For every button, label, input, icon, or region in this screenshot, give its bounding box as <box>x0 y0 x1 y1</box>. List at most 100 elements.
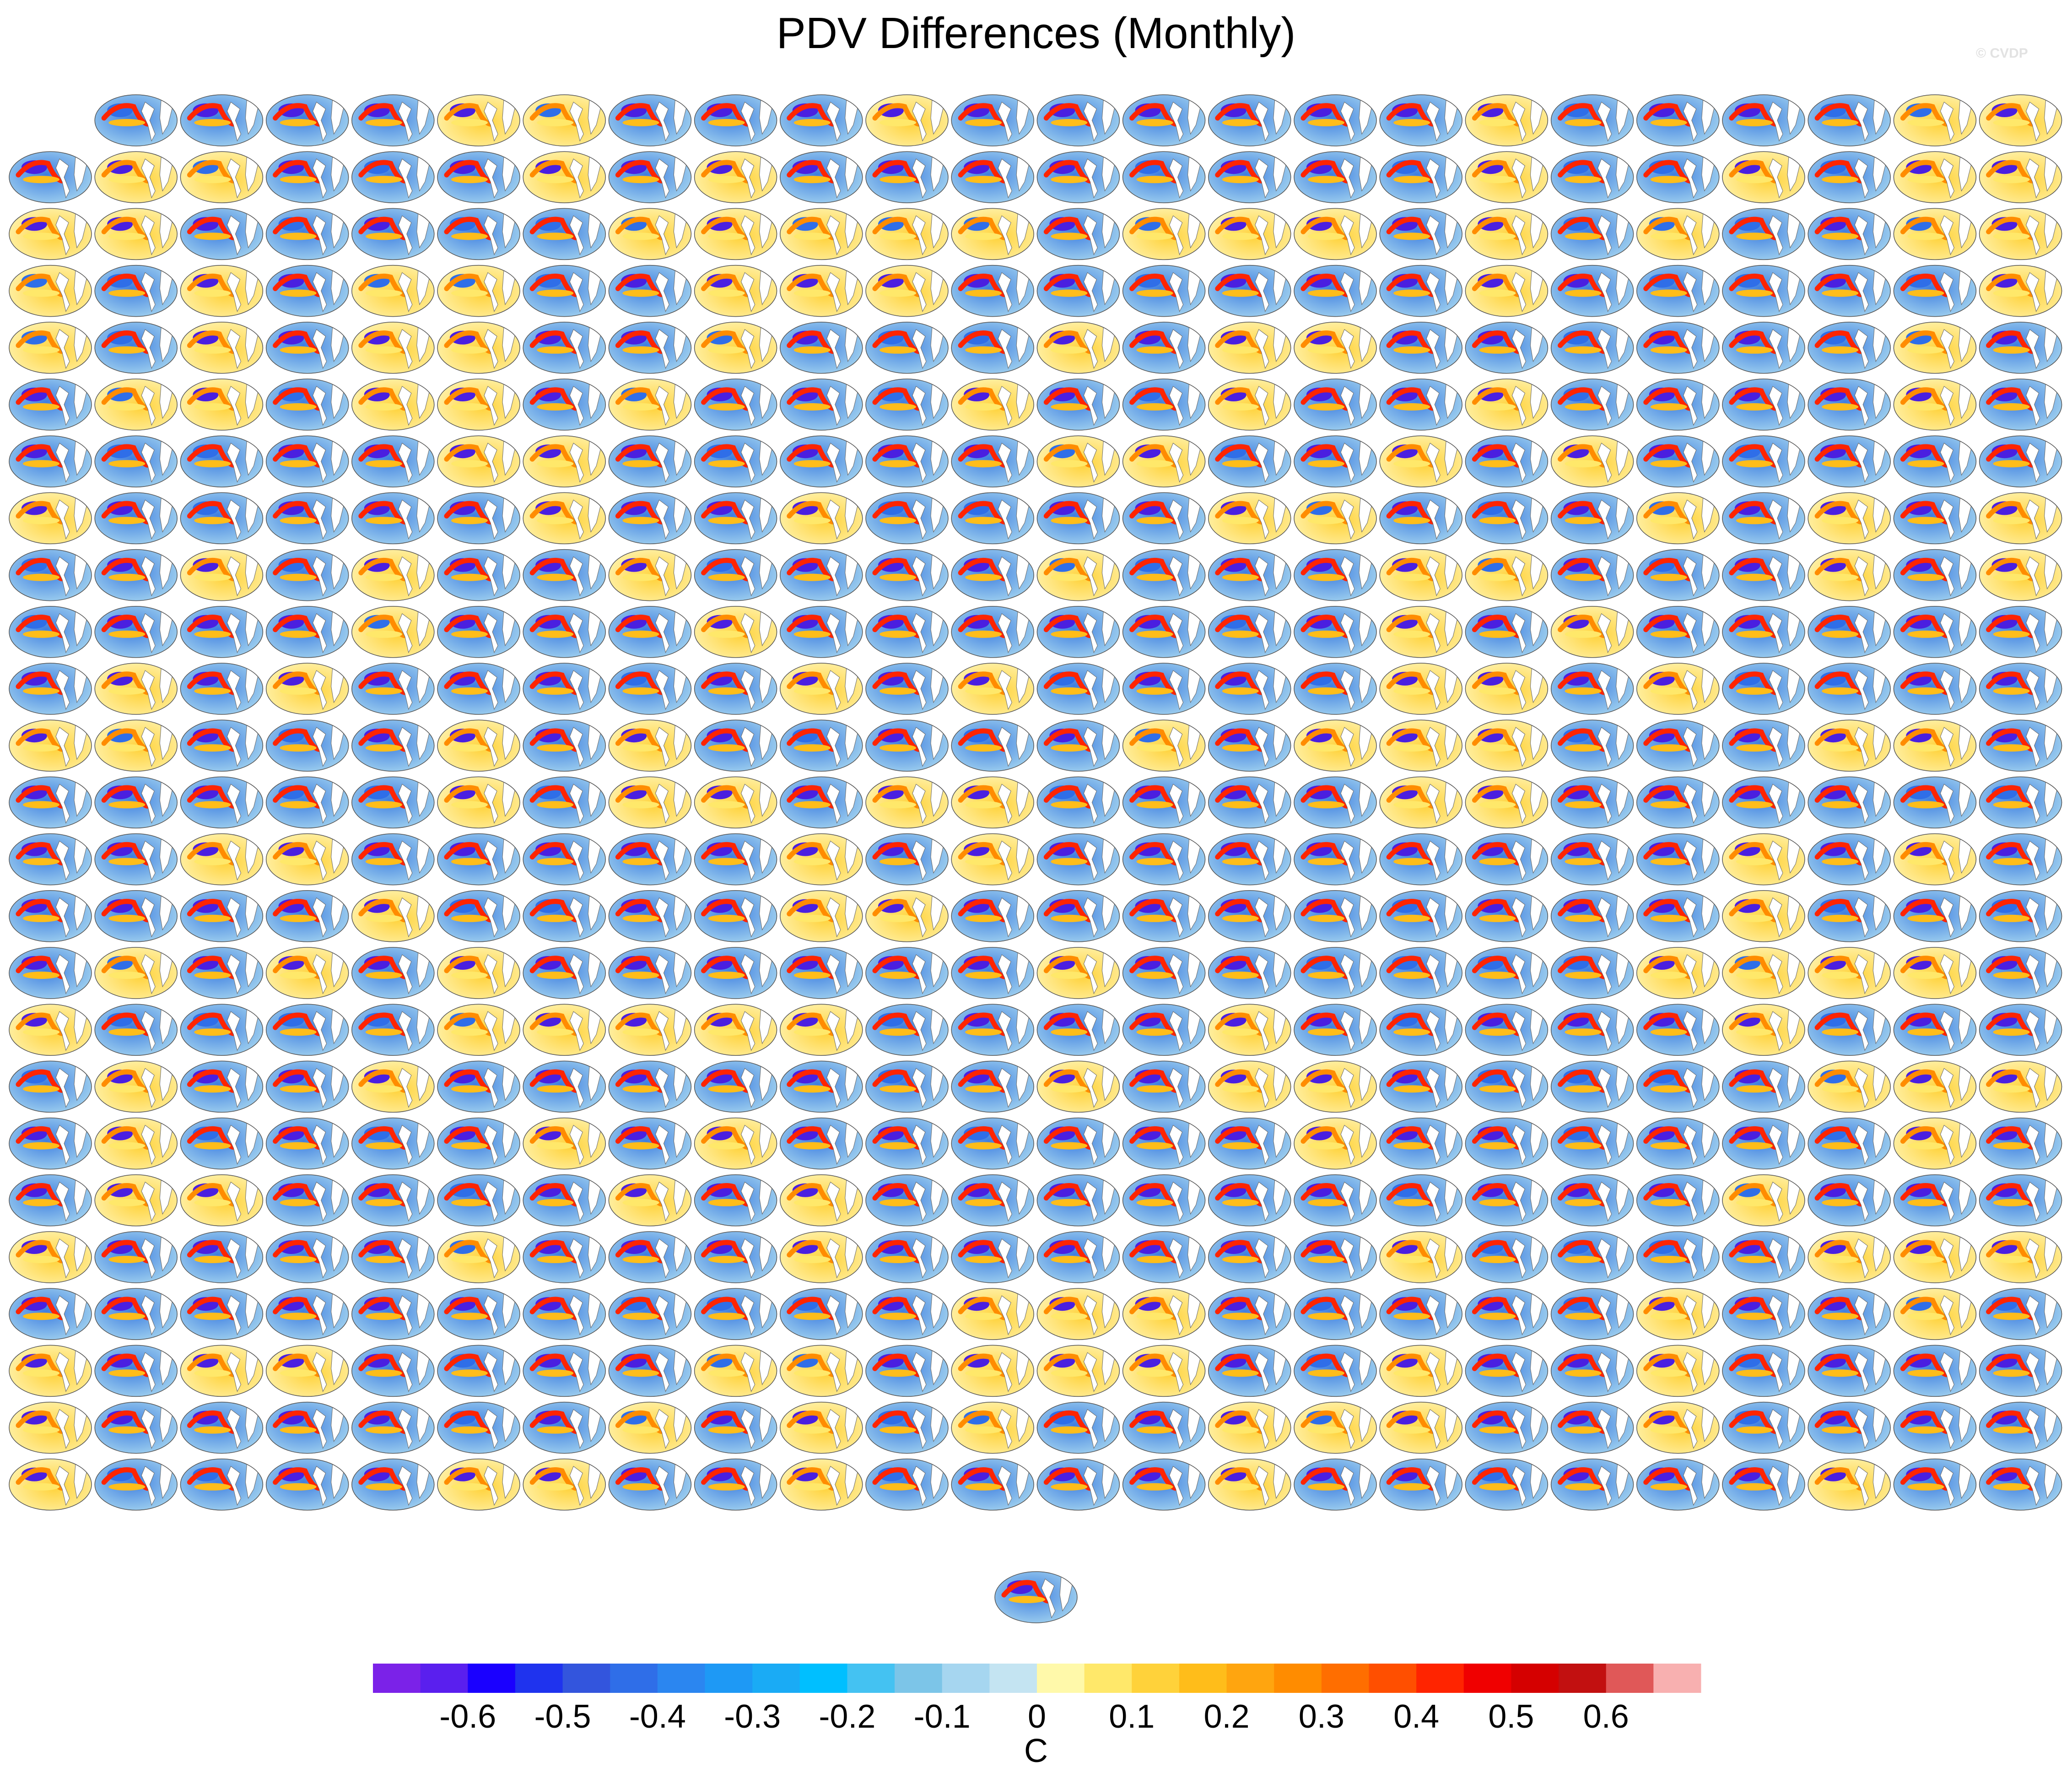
colorbar-tick-label: 0.5 <box>1488 1698 1534 1735</box>
map-panel <box>1379 322 1462 374</box>
map-panel <box>608 265 692 317</box>
map-panel <box>180 265 264 317</box>
map-panel <box>1893 265 1977 317</box>
colorbar-tick-label: 0.4 <box>1393 1698 1439 1735</box>
map-panel <box>1979 265 2062 317</box>
map-panel <box>437 378 520 431</box>
map-panel <box>951 94 1034 146</box>
colorbar-swatch <box>1179 1664 1227 1693</box>
map-panel <box>608 378 692 431</box>
colorbar-tick-label: -0.4 <box>629 1698 686 1735</box>
map-panel <box>1208 322 1291 374</box>
map-panel <box>1379 378 1462 431</box>
colorbar-tick-label: 0.6 <box>1583 1698 1629 1735</box>
map-panel <box>1122 265 1206 317</box>
map-panel <box>265 94 349 146</box>
map-panel <box>437 322 520 374</box>
colorbar-tick-label: 0.2 <box>1204 1698 1250 1735</box>
colorbar-swatch <box>1132 1664 1180 1693</box>
colorbar-swatch <box>752 1664 800 1693</box>
map-panel <box>865 265 949 317</box>
map-panel <box>608 151 692 203</box>
map-panel <box>608 322 692 374</box>
map-panel <box>1722 151 1805 203</box>
map-panel <box>180 322 264 374</box>
map-panel <box>9 208 92 260</box>
colorbar-swatch <box>1463 1664 1511 1693</box>
map-panel <box>951 322 1034 374</box>
map-panel <box>1294 208 1377 260</box>
map-panel <box>1122 378 1206 431</box>
colorbar-tick-label: 0.1 <box>1109 1698 1155 1735</box>
map-panel <box>1893 94 1977 146</box>
map-panel <box>265 265 349 317</box>
map-panel <box>523 322 606 374</box>
map-panel <box>9 322 92 374</box>
colorbar-tick-label: 0 <box>1028 1698 1046 1735</box>
map-panel <box>865 208 949 260</box>
map-panel <box>1636 208 1720 260</box>
map-panel <box>1636 322 1720 374</box>
map-panel <box>94 265 178 317</box>
map-panel <box>523 94 606 146</box>
map-panel <box>1208 378 1291 431</box>
map-panel <box>523 151 606 203</box>
map-panel <box>1808 151 1891 203</box>
map-panel <box>780 208 863 260</box>
colorbar-swatch <box>373 1664 421 1693</box>
map-panel <box>780 322 863 374</box>
colorbar-swatch <box>468 1664 516 1693</box>
map-panel <box>180 208 264 260</box>
colorbar-swatch <box>1416 1664 1464 1693</box>
map-panel <box>1979 208 2062 260</box>
colorbar-tick-label: -0.6 <box>439 1698 496 1735</box>
map-panel <box>694 265 777 317</box>
colorbar-tick-label: 0.3 <box>1299 1698 1344 1735</box>
colorbar-swatch <box>515 1664 563 1693</box>
map-panel <box>523 378 606 431</box>
map-panel <box>1294 265 1377 317</box>
map-panel <box>1893 151 1977 203</box>
map-panel <box>1465 322 1549 374</box>
map-panel <box>523 265 606 317</box>
map-panel <box>1122 322 1206 374</box>
colorbar-swatch <box>562 1664 610 1693</box>
colorbar-swatch <box>1037 1664 1085 1693</box>
map-panel <box>1122 94 1206 146</box>
map-panel <box>780 265 863 317</box>
colorbar-swatch <box>799 1664 847 1693</box>
map-panel <box>608 94 692 146</box>
map-panel <box>951 208 1034 260</box>
map-panel <box>1636 94 1720 146</box>
map-panel <box>1636 265 1720 317</box>
colorbar-tick-label: -0.5 <box>534 1698 591 1735</box>
map-panel <box>1294 94 1377 146</box>
colorbar-swatch <box>1559 1664 1607 1693</box>
map-panel <box>265 322 349 374</box>
map-panel <box>1208 265 1291 317</box>
colorbar-swatch <box>847 1664 895 1693</box>
map-panel <box>180 151 264 203</box>
map-panel <box>951 378 1034 431</box>
map-panel <box>1722 208 1805 260</box>
map-panel <box>1379 208 1462 260</box>
colorbar-tick-label: -0.2 <box>819 1698 875 1735</box>
map-panel <box>1808 322 1891 374</box>
map-panel <box>865 378 949 431</box>
map-panel <box>1722 94 1805 146</box>
map-panel <box>351 94 435 146</box>
map-panel <box>1979 151 2062 203</box>
map-panel <box>1036 208 1120 260</box>
map-panel <box>9 151 92 203</box>
colorbar-swatch <box>1511 1664 1559 1693</box>
map-panel <box>1808 94 1891 146</box>
map-panel <box>780 94 863 146</box>
map-panel <box>1550 151 1634 203</box>
map-panel <box>265 378 349 431</box>
map-panel <box>1036 378 1120 431</box>
map-panel <box>351 378 435 431</box>
map-panel <box>1294 378 1377 431</box>
map-panel <box>694 322 777 374</box>
map-panel <box>351 208 435 260</box>
